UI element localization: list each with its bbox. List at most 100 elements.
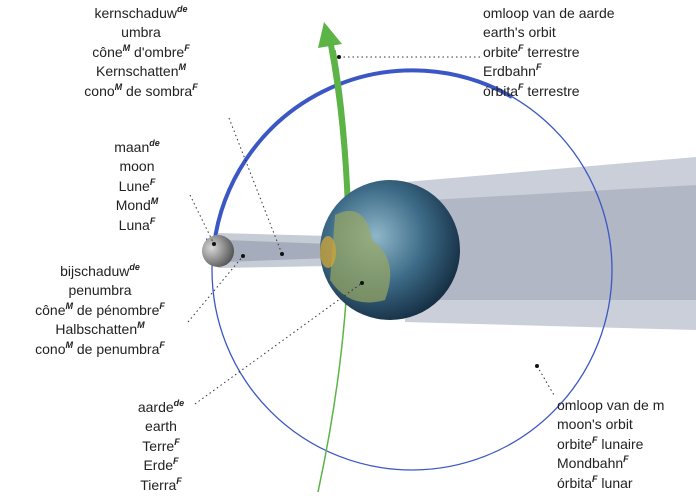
label-line: moon's orbit [557, 415, 664, 434]
term: orbite [483, 44, 518, 60]
label-line: côneM de pénombreF [35, 301, 165, 320]
gender-mark: F [159, 340, 165, 350]
term: Mondbahn [557, 455, 623, 471]
term: de penumbra [73, 341, 159, 357]
term: penumbra [68, 282, 131, 298]
term: Mond [116, 197, 151, 213]
label-line: aardede [138, 398, 184, 417]
label-line: órbitaF lunar [557, 474, 664, 493]
gender-mark: M [65, 340, 73, 350]
gender-mark: F [176, 476, 182, 486]
label-line: MondM [114, 196, 160, 215]
label-line: omloop van de m [557, 396, 664, 415]
gender-mark: F [150, 177, 156, 187]
term: de pénombre [73, 302, 159, 318]
term: maan [114, 139, 149, 155]
term: omloop van de aarde [483, 5, 615, 21]
term: earth's orbit [483, 24, 556, 40]
label-line: penumbra [35, 281, 165, 300]
earth-orbit-arrow [331, 45, 348, 210]
label-line: TierraF [138, 476, 184, 495]
label-line: côneM d'ombreF [84, 43, 197, 62]
term: moon [119, 158, 154, 174]
label-line: conoM de sombraF [84, 82, 197, 101]
term: cono [84, 83, 114, 99]
label-line: earth's orbit [483, 23, 615, 42]
term: umbra [121, 24, 161, 40]
moon [202, 235, 234, 267]
label-line: bijschaduwde [35, 262, 165, 281]
gender-mark: M [123, 43, 131, 53]
arrow-head [318, 22, 342, 48]
term: d'ombre [130, 44, 184, 60]
term: Erde [143, 457, 173, 473]
gender-mark: F [192, 82, 198, 92]
label-line: maande [114, 138, 160, 157]
gender-mark: M [179, 62, 187, 72]
term: de sombra [122, 83, 192, 99]
term: Lune [119, 178, 150, 194]
label-line: KernschattenM [84, 62, 197, 81]
label-line: HalbschattenM [35, 320, 165, 339]
term: Tierra [140, 477, 176, 493]
label-line: órbitaF terrestre [483, 82, 615, 101]
label-line: LuneF [114, 177, 160, 196]
term: Halbschatten [55, 321, 137, 337]
gender-mark: F [150, 216, 156, 226]
gender-mark: M [115, 82, 123, 92]
term: órbita [483, 83, 518, 99]
term: cône [92, 44, 122, 60]
term: kernschaduw [94, 5, 177, 21]
term: órbita [557, 475, 592, 491]
gender-mark: de [174, 398, 185, 408]
gender-mark: M [137, 320, 145, 330]
gender-mark: F [159, 301, 165, 311]
label-line: orbiteF terrestre [483, 43, 615, 62]
term: Kernschatten [96, 63, 179, 79]
term: cône [35, 302, 65, 318]
diagram: kernschaduwdeumbracôneM d'ombreFKernscha… [0, 0, 696, 496]
label-line: orbiteF lunaire [557, 435, 664, 454]
term: Terre [142, 438, 174, 454]
gender-mark: F [623, 454, 629, 464]
label-line: kernschaduwde [84, 4, 197, 23]
term: terrestre [524, 44, 580, 60]
label-line: MondbahnF [557, 454, 664, 473]
earth-umbra [430, 185, 696, 300]
label-line: ErdeF [138, 456, 184, 475]
gender-mark: de [149, 138, 160, 148]
label-line: omloop van de aarde [483, 4, 615, 23]
gender-mark: F [173, 456, 179, 466]
label-line: moon [114, 157, 160, 176]
term: orbite [557, 436, 592, 452]
term: lunaire [598, 436, 644, 452]
label-line: TerreF [138, 437, 184, 456]
term: lunar [598, 475, 633, 491]
term: Luna [119, 217, 150, 233]
label-line: conoM de penumbraF [35, 340, 165, 359]
gender-mark: de [129, 262, 140, 272]
term: aarde [138, 399, 174, 415]
label-line: umbra [84, 23, 197, 42]
earth-orbit-label: omloop van de aarde earth's orbit orbiteF … [483, 4, 615, 101]
gender-mark: de [177, 4, 188, 14]
gender-mark: F [184, 43, 190, 53]
gender-mark: M [65, 301, 73, 311]
label-line: LunaF [114, 216, 160, 235]
label-line: earth [138, 417, 184, 436]
term: earth [145, 418, 177, 434]
term: cono [35, 341, 65, 357]
gender-mark: M [151, 196, 159, 206]
term: bijschaduw [60, 263, 129, 279]
term: Erdbahn [483, 63, 536, 79]
eclipse-shadow [320, 236, 336, 268]
term: omloop van de m [557, 397, 664, 413]
term: terrestre [524, 83, 580, 99]
gender-mark: F [174, 437, 180, 447]
gender-mark: F [536, 62, 542, 72]
term: moon's orbit [557, 416, 633, 432]
